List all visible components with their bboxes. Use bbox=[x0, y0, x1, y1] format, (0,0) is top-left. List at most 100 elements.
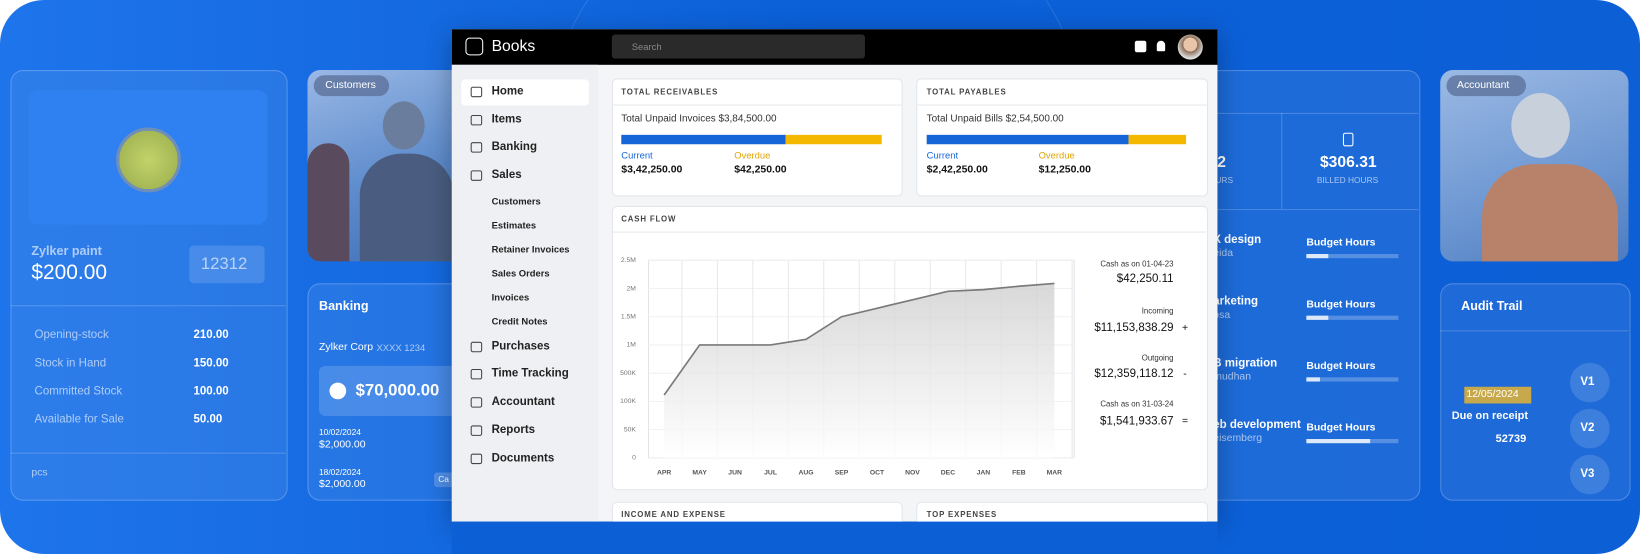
version-badge[interactable] bbox=[1569, 408, 1610, 449]
current-bar bbox=[926, 134, 1129, 145]
budget-label: Budget Hours bbox=[1306, 422, 1376, 434]
nav-icon bbox=[470, 170, 483, 181]
notifications[interactable] bbox=[1156, 40, 1166, 52]
budget-track bbox=[1306, 254, 1399, 259]
summary-value: $1,541,933.67 bbox=[1100, 415, 1174, 427]
balance: $70,000.00 bbox=[355, 381, 440, 400]
nav-item[interactable]: Documents bbox=[491, 451, 555, 465]
account: Zylker Corp bbox=[319, 341, 374, 354]
overdue-amount: $12,250.00 bbox=[1038, 164, 1091, 176]
divider bbox=[611, 104, 902, 106]
x-tick-label: AUG bbox=[799, 469, 814, 476]
add-button[interactable] bbox=[1134, 40, 1147, 53]
nav-item[interactable]: Banking bbox=[491, 140, 537, 154]
sidebar bbox=[451, 64, 599, 522]
summary-label: Cash as on 01-04-23 bbox=[1100, 260, 1174, 269]
accountant-photo bbox=[1440, 70, 1629, 262]
nav-icon bbox=[470, 86, 483, 98]
txn-amount: $2,000.00 bbox=[319, 439, 366, 451]
stock-value: 50.00 bbox=[193, 413, 223, 426]
cashflow-chart: CASH FLOW 2.5M 2M 1.5M 1M 500K 100K 50K 0 APR MAY… bbox=[611, 215, 1206, 476]
budget-track bbox=[1306, 377, 1399, 382]
nav-icon bbox=[470, 425, 483, 436]
nav-icon bbox=[470, 341, 483, 353]
version-badge[interactable] bbox=[1569, 454, 1610, 495]
current-label: Current bbox=[621, 150, 653, 161]
unit: pcs bbox=[31, 467, 48, 479]
version-label: V3 bbox=[1580, 467, 1595, 481]
person bbox=[1511, 93, 1570, 158]
txn-amount: $2,000.00 bbox=[319, 478, 366, 491]
y-tick-label: 500K bbox=[620, 370, 636, 377]
nav-icon bbox=[470, 368, 483, 380]
budget-fill bbox=[1306, 439, 1371, 444]
version-badge[interactable] bbox=[1569, 362, 1610, 403]
stock-label: Committed Stock bbox=[34, 385, 123, 398]
x-tick-label: NOV bbox=[905, 469, 920, 476]
nav-item[interactable]: Time Tracking bbox=[491, 367, 569, 380]
person bbox=[1482, 164, 1619, 262]
line bbox=[663, 282, 1055, 396]
nav-subitem[interactable]: Invoices bbox=[491, 292, 530, 303]
overdue-label: Overdue bbox=[1038, 150, 1075, 161]
overdue-bar bbox=[1128, 134, 1187, 145]
project-name: eb development bbox=[1213, 418, 1301, 432]
x-tick-label: DEC bbox=[941, 469, 955, 476]
nav-item[interactable]: Accountant bbox=[491, 395, 555, 409]
audit-title: Audit Trail bbox=[1461, 298, 1523, 314]
nav-subitem[interactable]: Credit Notes bbox=[491, 316, 548, 327]
x-tick-label: OCT bbox=[870, 469, 885, 476]
project-name: B migration bbox=[1213, 356, 1278, 370]
stock-label: Opening-stock bbox=[34, 328, 109, 342]
y-tick-label: 2M bbox=[626, 285, 636, 292]
paint-can bbox=[116, 127, 181, 193]
nav-icon bbox=[470, 397, 483, 408]
nav-subitem[interactable]: Sales Orders bbox=[491, 268, 550, 279]
audit-terms: Due on receipt bbox=[1451, 409, 1529, 422]
divider bbox=[10, 452, 286, 454]
nav-subitem[interactable]: Estimates bbox=[491, 220, 537, 231]
logo[interactable] bbox=[465, 37, 484, 56]
budget-label: Budget Hours bbox=[1306, 360, 1376, 373]
person bbox=[307, 143, 350, 262]
nav-item[interactable]: Items bbox=[491, 113, 522, 126]
search-box[interactable] bbox=[611, 34, 865, 59]
nav-item[interactable]: Reports bbox=[491, 423, 536, 437]
project-owner: mudhan bbox=[1213, 371, 1252, 383]
summary-value: $42,250.11 bbox=[1117, 273, 1174, 285]
summary-sign: - bbox=[1183, 369, 1187, 380]
txn-tag: Ca bbox=[438, 474, 449, 485]
summary-value: $11,153,838.29 bbox=[1094, 322, 1173, 334]
brand[interactable]: Books bbox=[491, 37, 536, 56]
divider bbox=[1281, 112, 1283, 210]
billed-label: BILLED HOURS bbox=[1316, 175, 1379, 186]
nav-icon bbox=[470, 114, 483, 126]
x-tick-label: APR bbox=[657, 469, 671, 476]
summary-label: Incoming bbox=[1142, 307, 1174, 316]
summary-label: Outgoing bbox=[1142, 354, 1174, 363]
divider bbox=[1440, 330, 1629, 332]
stock-value: 150.00 bbox=[193, 356, 229, 370]
nav-subitem[interactable]: Retainer Invoices bbox=[491, 244, 570, 255]
budget-label: Budget Hours bbox=[1306, 237, 1376, 249]
stock-value: 100.00 bbox=[193, 385, 229, 398]
nav-item[interactable]: Home bbox=[491, 85, 524, 98]
nav-item[interactable]: Sales bbox=[491, 168, 522, 182]
budget-label: Budget Hours bbox=[1306, 298, 1376, 311]
txn-date: 18/02/2024 bbox=[319, 467, 361, 477]
current-amount: $3,42,250.00 bbox=[621, 164, 683, 176]
divider bbox=[1192, 112, 1419, 114]
y-tick-label: 100K bbox=[620, 398, 636, 405]
chart-title: CASH FLOW bbox=[621, 215, 676, 224]
nav-item[interactable]: Purchases bbox=[491, 340, 550, 353]
balance-icon bbox=[329, 382, 347, 400]
avatar[interactable] bbox=[1177, 34, 1203, 60]
project-name: arketing bbox=[1213, 295, 1259, 308]
version-label: V2 bbox=[1580, 421, 1595, 435]
nav-icon bbox=[470, 142, 483, 153]
x-tick-label: FEB bbox=[1012, 469, 1026, 476]
summary-sign: + bbox=[1182, 323, 1188, 334]
nav-subitem[interactable]: Customers bbox=[491, 196, 541, 207]
